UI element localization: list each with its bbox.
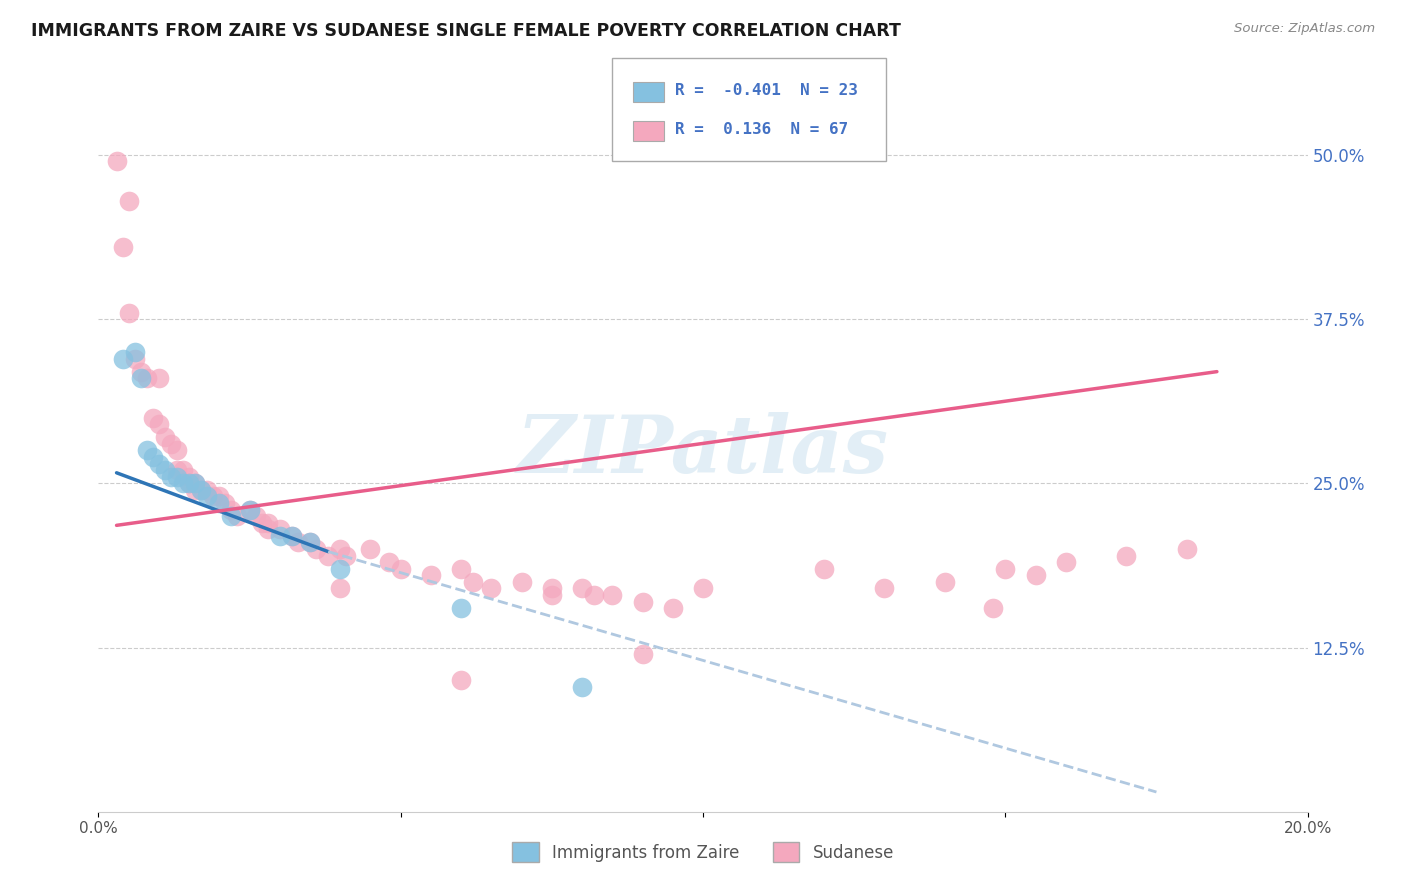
Point [510, 574, 533, 589]
Point [221, 502, 243, 516]
Point [250, 516, 273, 530]
Point [329, 582, 352, 596]
Point [124, 351, 146, 366]
Point [299, 535, 322, 549]
Point [661, 601, 683, 615]
Point [420, 568, 443, 582]
Point [239, 502, 262, 516]
Text: R =  0.136  N = 67: R = 0.136 N = 67 [675, 122, 848, 137]
Point [184, 483, 207, 497]
Point [153, 463, 176, 477]
Point [166, 469, 188, 483]
Point [111, 240, 134, 254]
Point [245, 509, 267, 524]
Point [184, 476, 207, 491]
Point [329, 541, 352, 556]
Text: ZIPatlas: ZIPatlas [517, 412, 889, 489]
Point [540, 588, 562, 602]
Point [129, 365, 152, 379]
Point [281, 529, 304, 543]
Point [934, 574, 956, 589]
Point [226, 509, 249, 524]
Point [481, 582, 503, 596]
Point [142, 410, 165, 425]
Point [1024, 568, 1046, 582]
Point [256, 522, 278, 536]
Point [142, 450, 165, 464]
Point [179, 469, 201, 483]
Point [602, 588, 624, 602]
Point [172, 463, 194, 477]
Point [135, 443, 157, 458]
Point [269, 522, 291, 536]
Point [221, 509, 243, 524]
Point [148, 371, 170, 385]
Point [239, 502, 262, 516]
Point [208, 496, 231, 510]
Point [148, 457, 170, 471]
Point [166, 443, 188, 458]
Point [981, 601, 1004, 615]
Point [583, 588, 606, 602]
Point [208, 490, 231, 504]
Point [172, 476, 194, 491]
Text: IMMIGRANTS FROM ZAIRE VS SUDANESE SINGLE FEMALE POVERTY CORRELATION CHART: IMMIGRANTS FROM ZAIRE VS SUDANESE SINGLE… [31, 22, 901, 40]
Point [463, 574, 485, 589]
Point [105, 154, 128, 169]
Point [329, 562, 352, 576]
Point [287, 535, 309, 549]
Point [148, 417, 170, 432]
Point [190, 483, 212, 497]
Point [118, 194, 141, 208]
Text: R =  -0.401  N = 23: R = -0.401 N = 23 [675, 83, 858, 98]
Point [160, 469, 183, 483]
Point [360, 541, 382, 556]
Point [1054, 555, 1077, 569]
Point [202, 490, 225, 504]
Point [450, 562, 472, 576]
Point [124, 345, 146, 359]
Point [256, 516, 278, 530]
Point [316, 549, 339, 563]
Point [377, 555, 399, 569]
Point [692, 582, 714, 596]
Point [195, 490, 218, 504]
Point [299, 535, 322, 549]
Point [179, 476, 201, 491]
Point [214, 496, 236, 510]
Point [184, 476, 207, 491]
Point [994, 562, 1017, 576]
Point [1175, 541, 1198, 556]
Point [166, 463, 188, 477]
Legend: Immigrants from Zaire, Sudanese: Immigrants from Zaire, Sudanese [505, 836, 901, 869]
Point [813, 562, 835, 576]
Point [195, 483, 218, 497]
Point [631, 647, 654, 661]
Point [281, 529, 304, 543]
Point [135, 371, 157, 385]
Point [450, 673, 472, 688]
Text: Source: ZipAtlas.com: Source: ZipAtlas.com [1234, 22, 1375, 36]
Point [305, 541, 328, 556]
Point [389, 562, 412, 576]
Point [571, 582, 593, 596]
Point [540, 582, 562, 596]
Point [335, 549, 357, 563]
Point [571, 680, 593, 694]
Point [873, 582, 896, 596]
Point [129, 371, 152, 385]
Point [190, 483, 212, 497]
Point [450, 601, 472, 615]
Point [631, 594, 654, 608]
Point [1115, 549, 1137, 563]
Point [179, 476, 201, 491]
Point [118, 305, 141, 319]
Point [160, 437, 183, 451]
Point [111, 351, 134, 366]
Point [269, 529, 291, 543]
Point [153, 430, 176, 444]
